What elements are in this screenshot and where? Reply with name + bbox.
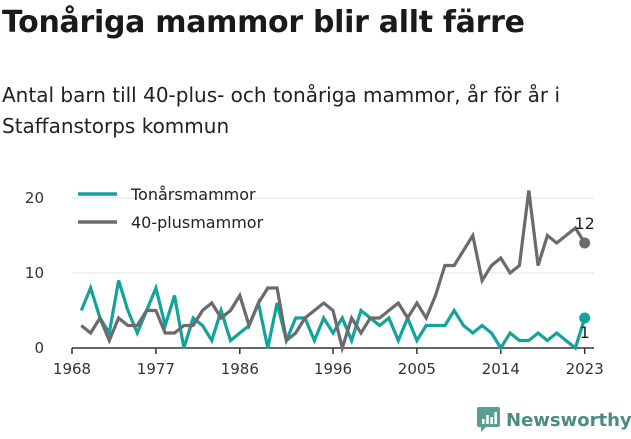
series-line bbox=[80, 190, 587, 354]
x-tick-label: 1977 bbox=[137, 360, 175, 378]
x-tick-label: 1968 bbox=[53, 360, 91, 378]
chart-subtitle: Antal barn till 40-plus- och tonåriga ma… bbox=[2, 83, 561, 138]
x-tick-label: 2014 bbox=[482, 360, 520, 378]
legend-label: 40-plusmammor bbox=[131, 213, 264, 232]
series-line bbox=[79, 280, 587, 352]
legend-label: Tonårsmammor bbox=[130, 185, 256, 204]
grid-lines bbox=[72, 197, 594, 274]
newsworthy-logo: Newsworthy bbox=[477, 407, 631, 433]
y-tick-label: 0 bbox=[34, 339, 44, 357]
chart-title: Tonåriga mammor blir allt färre bbox=[2, 5, 525, 40]
x-tick-label: 1996 bbox=[314, 360, 352, 378]
axes: 0 10 20 1968 1977 1986 1996 2005 2014 2023 bbox=[25, 189, 604, 378]
x-tick-label: 1986 bbox=[221, 360, 259, 378]
series-lines: 1 12 bbox=[79, 190, 595, 354]
line-chart: 0 10 20 1968 1977 1986 1996 2005 2014 2023 1 12 To… bbox=[25, 185, 604, 378]
newsworthy-logo-icon bbox=[477, 407, 500, 432]
y-tick-label: 10 bbox=[25, 264, 44, 282]
x-tick-label: 2023 bbox=[566, 360, 604, 378]
series-end-dot bbox=[579, 312, 591, 324]
y-tick-label: 20 bbox=[25, 189, 44, 207]
series-end-label: 12 bbox=[574, 214, 594, 233]
series-end-dot bbox=[579, 237, 591, 249]
brand-name: Newsworthy bbox=[506, 409, 631, 431]
legend: Tonårsmammor 40-plusmammor bbox=[78, 185, 264, 232]
series-end-label: 1 bbox=[580, 323, 590, 342]
x-tick-label: 2005 bbox=[398, 360, 436, 378]
